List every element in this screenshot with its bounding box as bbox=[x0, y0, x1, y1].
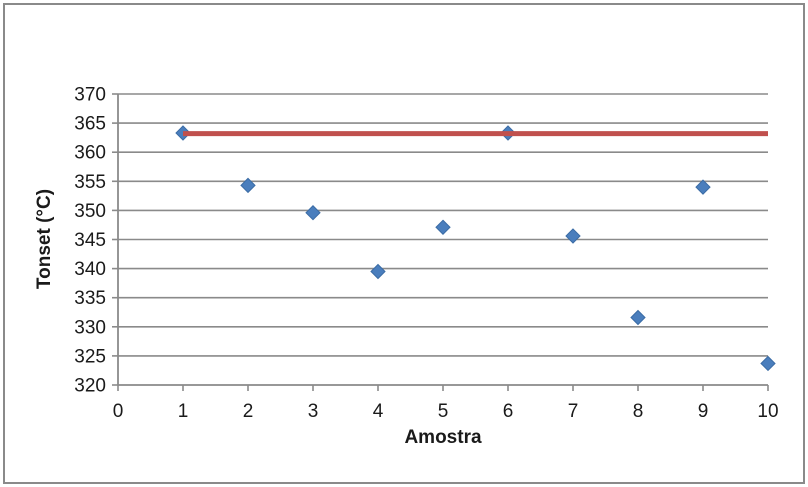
y-tick-label: 345 bbox=[74, 230, 106, 251]
y-axis-title: Tonset (°C) bbox=[34, 188, 55, 290]
y-tick-label: 365 bbox=[74, 114, 106, 135]
x-tick-label: 10 bbox=[757, 401, 778, 422]
x-tick-label: 2 bbox=[243, 401, 254, 422]
x-tick-label: 9 bbox=[698, 401, 709, 422]
y-tick-label: 355 bbox=[74, 172, 106, 193]
y-tick-label: 330 bbox=[74, 317, 106, 338]
y-tick-label: 350 bbox=[74, 201, 106, 222]
data-point-diamond bbox=[435, 219, 451, 235]
y-tick-label: 340 bbox=[74, 259, 106, 280]
y-tick-label: 370 bbox=[74, 85, 106, 106]
data-point-diamond bbox=[370, 263, 386, 280]
data-point-diamond bbox=[565, 228, 581, 244]
y-tick-label: 325 bbox=[74, 346, 106, 367]
y-tick-label: 335 bbox=[74, 288, 106, 309]
x-tick-label: 8 bbox=[633, 401, 644, 422]
y-tick-label: 320 bbox=[74, 376, 106, 397]
x-tick-label: 1 bbox=[178, 401, 189, 422]
chart-frame bbox=[3, 3, 805, 484]
x-tick-label: 6 bbox=[503, 401, 514, 422]
x-tick-label: 5 bbox=[438, 401, 449, 422]
data-point-diamond bbox=[305, 205, 321, 221]
x-tick-label: 4 bbox=[373, 401, 384, 422]
data-point-diamond bbox=[760, 355, 776, 372]
data-point-diamond bbox=[630, 309, 646, 326]
x-tick-label: 7 bbox=[568, 401, 579, 422]
x-tick-label: 3 bbox=[308, 401, 319, 422]
x-axis-title: Amostra bbox=[404, 427, 482, 448]
data-point-diamond bbox=[695, 179, 711, 195]
data-point-diamond bbox=[240, 177, 256, 194]
x-tick-label: 0 bbox=[113, 401, 124, 422]
y-tick-label: 360 bbox=[74, 143, 106, 164]
